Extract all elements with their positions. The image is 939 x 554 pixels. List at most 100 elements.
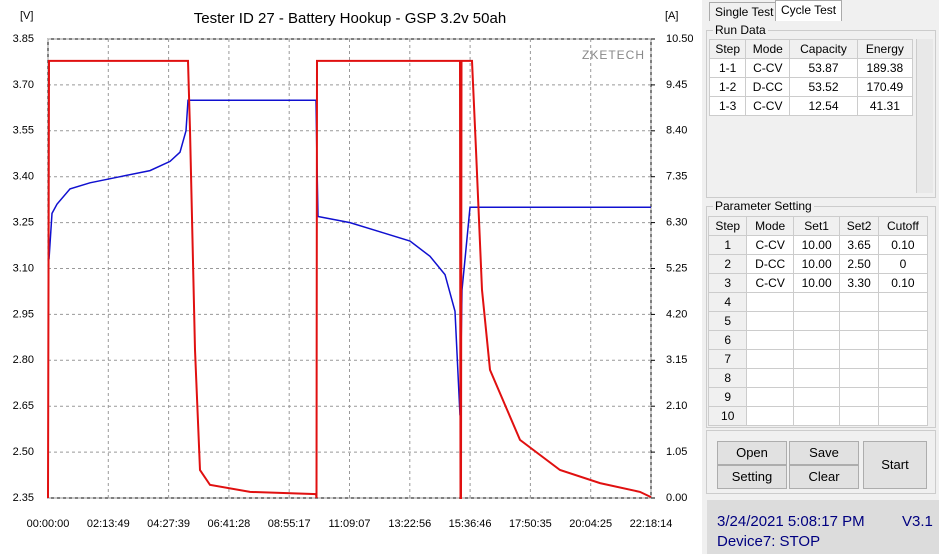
table-row: 1-3 C-CV 12.54 41.31 xyxy=(708,96,914,116)
table-cell: 2.50 xyxy=(839,254,879,274)
clear-button[interactable]: Clear xyxy=(789,465,859,489)
y2-unit: [A] xyxy=(665,10,678,22)
parameter-table: Step Mode Set1 Set2 Cutoff 1 C-CV 10.00 3.65 0.10… xyxy=(707,216,929,426)
table-cell: 10.00 xyxy=(792,254,841,274)
x-tick-label: 15:36:46 xyxy=(449,518,492,530)
table-cell xyxy=(792,406,841,426)
table-cell: 170.49 xyxy=(856,77,914,97)
table-cell xyxy=(746,330,794,350)
chart-title: Tester ID 27 - Battery Hookup - GSP 3.2v… xyxy=(194,10,506,27)
table-cell: 10.00 xyxy=(792,273,841,293)
table-cell xyxy=(877,368,929,388)
table-cell xyxy=(839,387,879,407)
table-cell xyxy=(746,311,794,331)
table-cell xyxy=(877,292,929,312)
table-cell: C-CV xyxy=(746,273,794,293)
table-cell: 0 xyxy=(877,254,929,274)
table-cell xyxy=(839,368,879,388)
table-cell xyxy=(877,406,929,426)
y-tick-label: 2.95 xyxy=(13,308,34,320)
table-row: 1-1 C-CV 53.87 189.38 xyxy=(708,58,914,78)
y2-tick-label: 7.35 xyxy=(666,171,687,183)
y-unit: [V] xyxy=(20,10,33,22)
table-cell: C-CV xyxy=(745,58,791,78)
header-row: Step Mode Set1 Set2 Cutoff xyxy=(707,216,929,236)
y-tick-label: 2.50 xyxy=(13,446,34,458)
save-button[interactable]: Save xyxy=(789,441,859,465)
column-header: Capacity xyxy=(789,39,858,59)
side-panel: Single Test Cycle Test Run Data Step Mode… xyxy=(703,0,939,554)
table-cell: 5 xyxy=(707,311,748,331)
column-header: Cutoff xyxy=(877,216,929,236)
start-button[interactable]: Start xyxy=(863,441,927,489)
table-row: 6 xyxy=(707,330,929,350)
table-row: 4 xyxy=(707,292,929,312)
y-tick-label: 3.10 xyxy=(13,262,34,274)
table-row: 1-2 D-CC 53.52 170.49 xyxy=(708,77,914,97)
x-tick-label: 02:13:49 xyxy=(87,518,130,530)
table-row: 10 xyxy=(707,406,929,426)
run-data-table: Step Mode Capacity Energy 1-1 C-CV 53.87 189.38… xyxy=(708,39,914,116)
table-row: 7 xyxy=(707,349,929,369)
table-cell: 3.30 xyxy=(839,273,879,293)
table-cell: 1 xyxy=(707,235,748,255)
table-cell: 3 xyxy=(707,273,748,293)
table-cell: 2 xyxy=(707,254,748,274)
table-cell xyxy=(839,292,879,312)
table-cell xyxy=(746,368,794,388)
y2-tick-label: 2.10 xyxy=(666,400,687,412)
column-header: Step xyxy=(708,39,747,59)
tab[interactable]: Single Test xyxy=(709,2,780,21)
status-datetime: 3/24/2021 5:08:17 PM xyxy=(717,513,865,530)
y2-tick-label: 0.00 xyxy=(666,492,687,504)
setting-button[interactable]: Setting xyxy=(717,465,787,489)
scrollbar[interactable] xyxy=(916,39,933,193)
open-button[interactable]: Open xyxy=(717,441,787,465)
y-tick-label: 3.25 xyxy=(13,217,34,229)
table-row: 3 C-CV 10.00 3.30 0.10 xyxy=(707,273,929,293)
table-cell: 0.10 xyxy=(877,273,929,293)
table-cell xyxy=(792,368,841,388)
x-tick-label: 00:00:00 xyxy=(27,518,70,530)
status-version: V3.1 xyxy=(902,513,933,530)
table-cell: 7 xyxy=(707,349,748,369)
table-cell xyxy=(877,330,929,350)
table-cell xyxy=(746,349,794,369)
table-cell xyxy=(792,330,841,350)
watermark: ZKETECH xyxy=(582,48,645,62)
table-row: 2 D-CC 10.00 2.50 0 xyxy=(707,254,929,274)
column-header: Set2 xyxy=(839,216,879,236)
x-tick-label: 13:22:56 xyxy=(388,518,431,530)
table-cell: 8 xyxy=(707,368,748,388)
table-cell: 10.00 xyxy=(792,235,841,255)
table-cell xyxy=(839,349,879,369)
x-tick-label: 04:27:39 xyxy=(147,518,190,530)
run-data-group: Run Data Step Mode Capacity Energy 1-1 C-CV 53… xyxy=(706,23,936,198)
table-cell xyxy=(746,387,794,407)
table-cell: 4 xyxy=(707,292,748,312)
x-tick-label: 20:04:25 xyxy=(569,518,612,530)
column-header: Mode xyxy=(746,216,794,236)
table-cell: C-CV xyxy=(745,96,791,116)
table-cell xyxy=(792,387,841,407)
chart: Tester ID 27 - Battery Hookup - GSP 3.2v… xyxy=(0,0,702,554)
table-row: 1 C-CV 10.00 3.65 0.10 xyxy=(707,235,929,255)
table-cell: 9 xyxy=(707,387,748,407)
x-tick-label: 22:18:14 xyxy=(630,518,673,530)
y-tick-label: 2.65 xyxy=(13,400,34,412)
y2-tick-label: 6.30 xyxy=(666,217,687,229)
x-tick-label: 17:50:35 xyxy=(509,518,552,530)
header-row: Step Mode Capacity Energy xyxy=(708,39,914,59)
tab[interactable]: Cycle Test xyxy=(775,0,843,21)
table-cell xyxy=(877,349,929,369)
table-cell xyxy=(746,406,794,426)
x-tick-label: 06:41:28 xyxy=(207,518,250,530)
column-header: Set1 xyxy=(792,216,841,236)
table-cell: D-CC xyxy=(745,77,791,97)
y-tick-label: 3.85 xyxy=(13,33,34,45)
parameter-group: Parameter Setting Step Mode Set1 Set2 Cutoff… xyxy=(706,199,936,428)
table-row: 5 xyxy=(707,311,929,331)
y2-tick-label: 5.25 xyxy=(666,262,687,274)
x-tick-label: 11:09:07 xyxy=(328,518,370,530)
y-tick-label: 2.80 xyxy=(13,354,34,366)
